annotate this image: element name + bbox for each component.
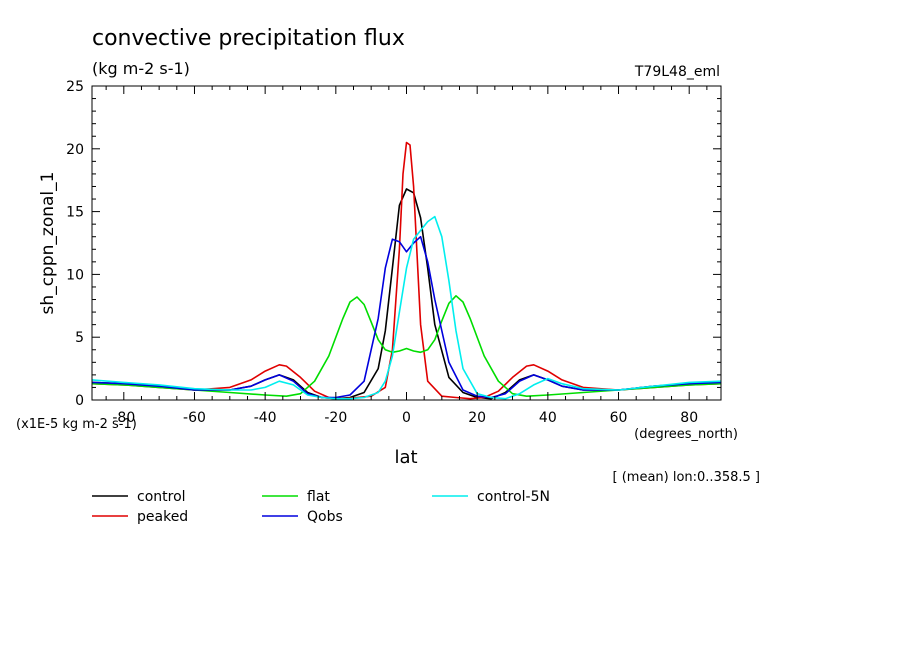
legend-label: peaked — [137, 509, 188, 525]
legend-label: control-5N — [477, 489, 550, 505]
legend-label: flat — [307, 489, 330, 505]
x-tick-label: -40 — [254, 410, 277, 426]
x-tick-label: -80 — [112, 410, 135, 426]
y-tick-label: 0 — [75, 393, 84, 409]
run-label: T79L48_eml — [634, 64, 720, 80]
x-tick-label: -60 — [183, 410, 206, 426]
x-tick-label: -20 — [324, 410, 347, 426]
plot-area — [91, 141, 722, 400]
axis-ticks: -80 -60 -40 -20 0 20 40 60 80 0 5 10 15 20 25 — [66, 79, 721, 426]
x-axis-units: (degrees_north) — [634, 427, 738, 442]
legend-label: control — [137, 489, 186, 505]
x-tick-label: 0 — [402, 410, 411, 426]
y-axis-label: sh_cppn_zonal_1 — [38, 172, 58, 315]
legend: control peaked flat Qobs control-5N — [92, 489, 550, 525]
x-tick-label: 20 — [468, 410, 486, 426]
y-tick-label: 15 — [66, 205, 84, 221]
y-tick-label: 10 — [66, 267, 84, 283]
series-line-control-5n — [91, 215, 722, 400]
y-tick-label: 25 — [66, 79, 84, 95]
series-line-qobs — [91, 235, 722, 399]
legend-label: Qobs — [307, 509, 343, 525]
series-line-peaked — [91, 141, 722, 400]
series-line-control — [91, 188, 722, 400]
y-tick-label: 20 — [66, 142, 84, 158]
chart-title: convective precipitation flux — [92, 26, 405, 51]
series-line-flat — [91, 295, 722, 397]
x-tick-label: 60 — [610, 410, 628, 426]
y-tick-label: 5 — [75, 330, 84, 346]
x-tick-label: 40 — [539, 410, 557, 426]
x-axis-label: lat — [394, 447, 417, 468]
x-tick-label: 80 — [680, 410, 698, 426]
y-scale-note: (x1E-5 kg m-2 s-1) — [16, 417, 137, 432]
plot-frame — [91, 85, 722, 401]
chart-subtitle: (kg m-2 s-1) — [92, 59, 190, 78]
footnote: [ (mean) lon:0..358.5 ] — [613, 470, 761, 485]
